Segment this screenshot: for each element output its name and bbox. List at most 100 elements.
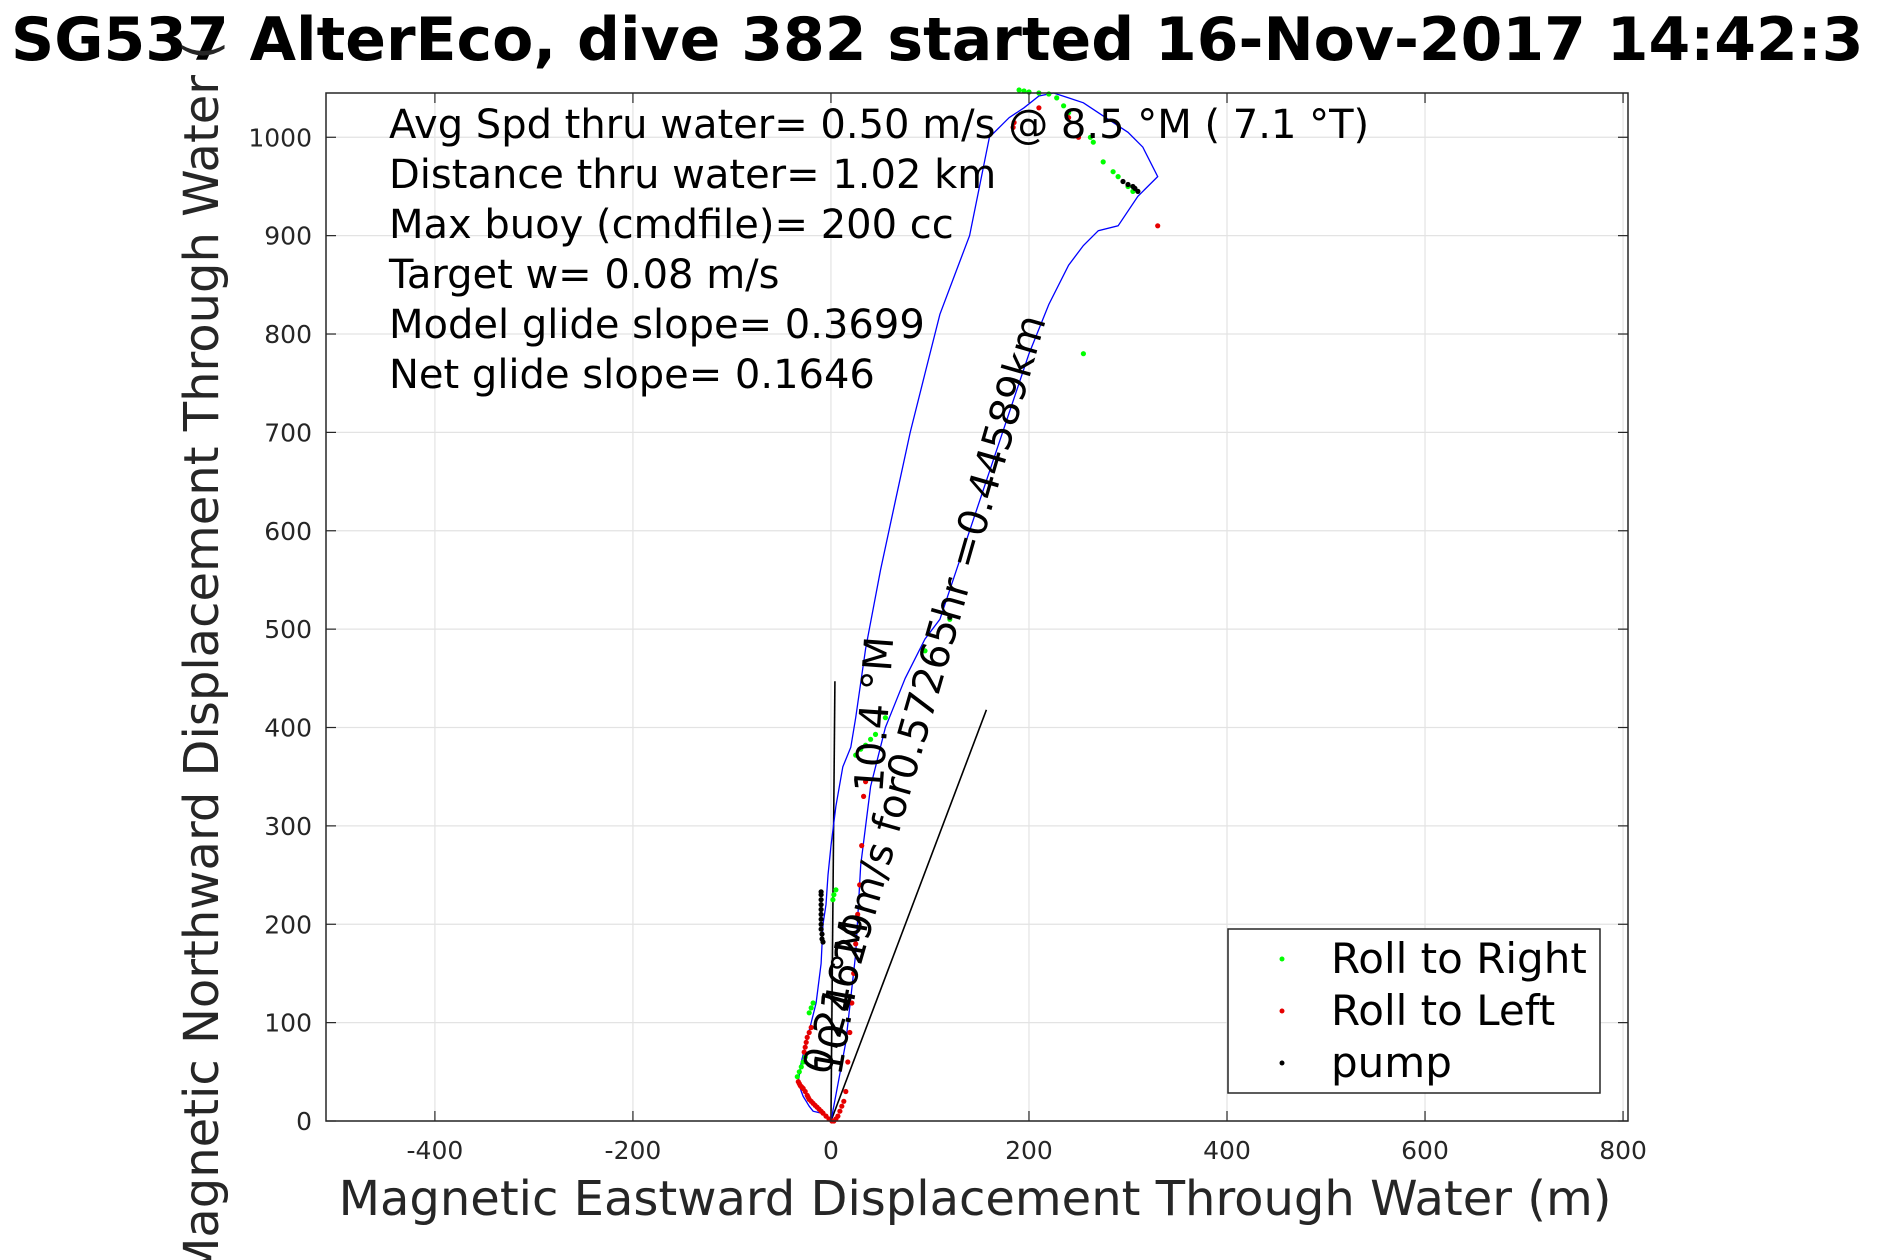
point-roll-to-right (1115, 174, 1121, 180)
point-roll-to-left (861, 793, 867, 800)
point-roll-to-right (806, 1010, 812, 1016)
y-tick-label: 700 (264, 418, 312, 447)
point-pump (947, 614, 953, 620)
scatter-points (794, 87, 1161, 1124)
point-roll-to-right (1090, 139, 1096, 145)
y-tick-labels: 0 100 200 300 400 500 600 700 800 900 1000 (248, 123, 312, 1136)
point-roll-to-left (839, 1103, 845, 1109)
point-roll-to-right (798, 1064, 804, 1070)
point-roll-to-right (1054, 95, 1060, 101)
point-roll-to-right (830, 897, 836, 903)
point-pump (818, 906, 824, 913)
point-roll-to-left (806, 1029, 812, 1036)
point-roll-to-right (831, 892, 837, 898)
point-roll-to-left (843, 1088, 849, 1095)
point-roll-to-right (863, 742, 869, 748)
y-tick-label: 800 (264, 320, 312, 349)
stats-distance: Distance thru water= 1.02 km (389, 152, 996, 198)
point-roll-to-right (922, 648, 928, 654)
point-pump (818, 902, 824, 908)
point-roll-to-right (1061, 103, 1067, 109)
point-roll-to-left (1011, 119, 1017, 126)
y-axis-label: Magnetic Northward Displacement Through … (174, 41, 230, 1260)
point-pump (818, 889, 824, 895)
point-roll-to-left (804, 1034, 810, 1040)
legend-label-roll-right: Roll to Right (1331, 934, 1587, 983)
legend-marker-pump (1279, 1060, 1285, 1066)
point-roll-to-left (847, 1029, 853, 1036)
point-roll-to-right (794, 1074, 800, 1080)
point-roll-to-right (833, 887, 839, 893)
point-pump (1135, 188, 1141, 194)
point-roll-to-left (1155, 223, 1161, 229)
annotation-heading-upper: 10.4 °M (847, 635, 904, 794)
y-tick-label: 300 (264, 812, 312, 841)
stats-target-w: Target w= 0.08 m/s (388, 252, 779, 298)
stats-max-buoy: Max buoy (cmdfile)= 200 cc (389, 202, 954, 248)
point-roll-to-left (859, 843, 865, 849)
point-roll-to-left (849, 1000, 855, 1006)
stats-avg-speed: Avg Spd thru water= 0.50 m/s @ 8.5 °M ( … (389, 102, 1369, 148)
point-pump (1125, 181, 1131, 188)
x-tick-label: 600 (1401, 1136, 1449, 1165)
point-roll-to-right (882, 715, 889, 721)
legend: Roll to Right Roll to Left pump (1227, 928, 1601, 1094)
point-roll-to-right (796, 1069, 802, 1075)
legend-marker-roll-right (1279, 956, 1285, 962)
y-tick-label: 500 (264, 615, 312, 644)
point-roll-to-left (808, 1024, 814, 1031)
point-roll-to-right (1080, 351, 1086, 357)
point-pump (819, 931, 825, 937)
point-pump (818, 921, 824, 927)
point-roll-to-left (1010, 124, 1016, 130)
point-roll-to-right (808, 1005, 814, 1011)
y-tick-label: 900 (264, 222, 312, 251)
point-roll-to-right (853, 752, 859, 758)
point-roll-to-left (1075, 134, 1082, 140)
point-roll-to-left (802, 1088, 808, 1095)
axes-box (325, 92, 1629, 1122)
point-pump (1120, 178, 1126, 185)
point-roll-to-right (1100, 159, 1106, 165)
legend-box (1227, 928, 1601, 1094)
point-roll-to-right (858, 746, 864, 752)
point-roll-to-left (857, 882, 863, 888)
x-tick-label: -200 (605, 1136, 662, 1165)
point-pump (818, 916, 824, 922)
axes-frame (325, 92, 1629, 1122)
point-roll-to-left (855, 911, 861, 918)
y-tick-label: 400 (264, 714, 312, 743)
legend-label-pump: pump (1331, 1038, 1452, 1087)
point-roll-to-right (1087, 134, 1093, 140)
point-roll-to-left (845, 1059, 851, 1065)
legend-marker-roll-left (1279, 1008, 1285, 1014)
point-roll-to-left (835, 1113, 841, 1119)
legend-label-roll-left: Roll to Left (1331, 986, 1555, 1035)
x-tick-labels: -400 -200 0 200 400 600 800 (407, 1136, 1647, 1165)
y-tick-label: 0 (296, 1107, 312, 1136)
point-roll-to-right (1110, 169, 1116, 175)
x-axis-label: Magnetic Eastward Displacement Through W… (339, 1171, 1612, 1227)
point-pump (818, 897, 824, 903)
grid-lines (326, 93, 1628, 1122)
x-tick-label: 200 (1005, 1136, 1053, 1165)
point-roll-to-left (1066, 115, 1072, 121)
point-roll-to-right (1066, 110, 1072, 116)
x-tick-label: 400 (1203, 1136, 1251, 1165)
x-tick-label: -400 (407, 1136, 464, 1165)
point-pump (818, 926, 824, 932)
y-tick-label: 600 (264, 517, 312, 546)
point-roll-to-left (853, 941, 859, 947)
y-tick-label: 200 (264, 910, 312, 939)
dive-stats: Avg Spd thru water= 0.50 m/s @ 8.5 °M ( … (388, 102, 1369, 398)
point-roll-to-right (868, 736, 874, 742)
point-pump (818, 911, 824, 918)
point-pump (820, 939, 826, 945)
heading-line-2 (830, 709, 988, 1122)
chart-title: SG537 AlterEco, dive 382 started 16-Nov-… (11, 5, 1864, 75)
point-roll-to-left (841, 1098, 847, 1104)
point-roll-to-left (851, 970, 857, 977)
stats-net-glide-slope: Net glide slope= 0.1646 (389, 352, 875, 398)
point-roll-to-right (800, 1059, 806, 1065)
